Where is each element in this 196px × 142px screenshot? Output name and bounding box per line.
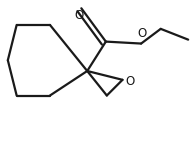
Text: O: O (137, 27, 147, 40)
Text: O: O (75, 9, 84, 22)
Text: O: O (125, 75, 135, 88)
